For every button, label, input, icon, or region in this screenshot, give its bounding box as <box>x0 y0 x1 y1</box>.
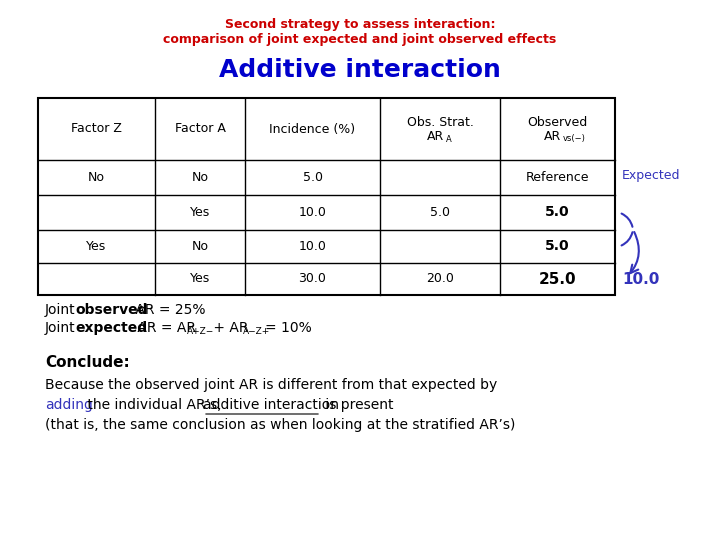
Text: 30.0: 30.0 <box>299 273 326 286</box>
Text: Joint: Joint <box>45 303 80 317</box>
Text: (that is, the same conclusion as when looking at the stratified AR’s): (that is, the same conclusion as when lo… <box>45 418 516 432</box>
Text: Yes: Yes <box>86 240 107 253</box>
Text: additive interaction: additive interaction <box>203 398 339 412</box>
Text: expected: expected <box>75 321 147 335</box>
Text: is present: is present <box>321 398 394 412</box>
Text: comparison of joint expected and joint observed effects: comparison of joint expected and joint o… <box>163 33 557 46</box>
Text: Incidence (%): Incidence (%) <box>269 123 356 136</box>
Bar <box>38 98 615 295</box>
Text: Reference: Reference <box>526 171 589 184</box>
Text: No: No <box>192 240 209 253</box>
Text: vs(−): vs(−) <box>562 134 585 144</box>
Text: 10.0: 10.0 <box>299 206 326 219</box>
Text: Conclude:: Conclude: <box>45 355 130 370</box>
Text: adding: adding <box>45 398 93 412</box>
Text: AR: AR <box>428 130 445 143</box>
Text: Expected: Expected <box>622 169 680 182</box>
Text: No: No <box>88 171 105 184</box>
Text: 5.0: 5.0 <box>302 171 323 184</box>
Text: Observed: Observed <box>527 117 588 130</box>
Text: Second strategy to assess interaction:: Second strategy to assess interaction: <box>225 18 495 31</box>
Text: 10.0: 10.0 <box>622 272 660 287</box>
Text: A+Z−: A+Z− <box>187 327 215 336</box>
Text: Yes: Yes <box>190 273 210 286</box>
Text: 10.0: 10.0 <box>299 240 326 253</box>
Text: Factor A: Factor A <box>174 123 225 136</box>
Text: Additive interaction: Additive interaction <box>219 58 501 82</box>
Text: No: No <box>192 171 209 184</box>
FancyArrowPatch shape <box>621 213 632 227</box>
Text: Because the observed joint AR is different from that expected by: Because the observed joint AR is differe… <box>45 378 498 392</box>
Text: + AR: + AR <box>209 321 248 335</box>
Text: 25.0: 25.0 <box>539 272 576 287</box>
FancyArrowPatch shape <box>630 232 639 273</box>
FancyArrowPatch shape <box>621 232 632 246</box>
Text: = 10%: = 10% <box>265 321 312 335</box>
Text: Joint: Joint <box>45 321 80 335</box>
Text: Obs. Strat.: Obs. Strat. <box>407 117 474 130</box>
Text: AR: AR <box>544 130 561 143</box>
Text: Yes: Yes <box>190 206 210 219</box>
Text: AR = 25%: AR = 25% <box>131 303 205 317</box>
Text: 5.0: 5.0 <box>430 206 450 219</box>
Text: 5.0: 5.0 <box>545 206 570 219</box>
Text: A: A <box>446 134 451 144</box>
Text: observed: observed <box>75 303 148 317</box>
Text: 5.0: 5.0 <box>545 240 570 253</box>
Text: Factor Z: Factor Z <box>71 123 122 136</box>
Text: 20.0: 20.0 <box>426 273 454 286</box>
Text: A−Z+: A−Z+ <box>243 327 270 336</box>
Text: the individual AR’s,: the individual AR’s, <box>83 398 226 412</box>
Text: AR = AR: AR = AR <box>133 321 196 335</box>
